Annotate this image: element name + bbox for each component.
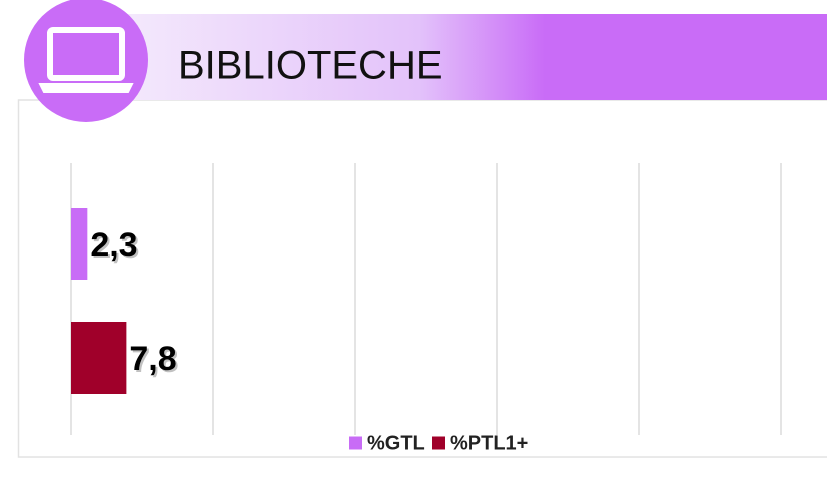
header-icon-circle bbox=[24, 0, 148, 122]
data-label: 7,8 bbox=[129, 340, 176, 378]
data-label: 2,3 bbox=[90, 226, 137, 264]
bar bbox=[71, 208, 87, 280]
legend-swatch bbox=[432, 437, 445, 450]
chart-title: BIBLIOTECHE bbox=[178, 44, 443, 88]
legend-swatch bbox=[349, 437, 362, 450]
legend-label: %GTL bbox=[367, 432, 425, 454]
card-border bbox=[19, 100, 827, 457]
bar bbox=[71, 322, 126, 394]
legend-label: %PTL1+ bbox=[450, 432, 528, 454]
